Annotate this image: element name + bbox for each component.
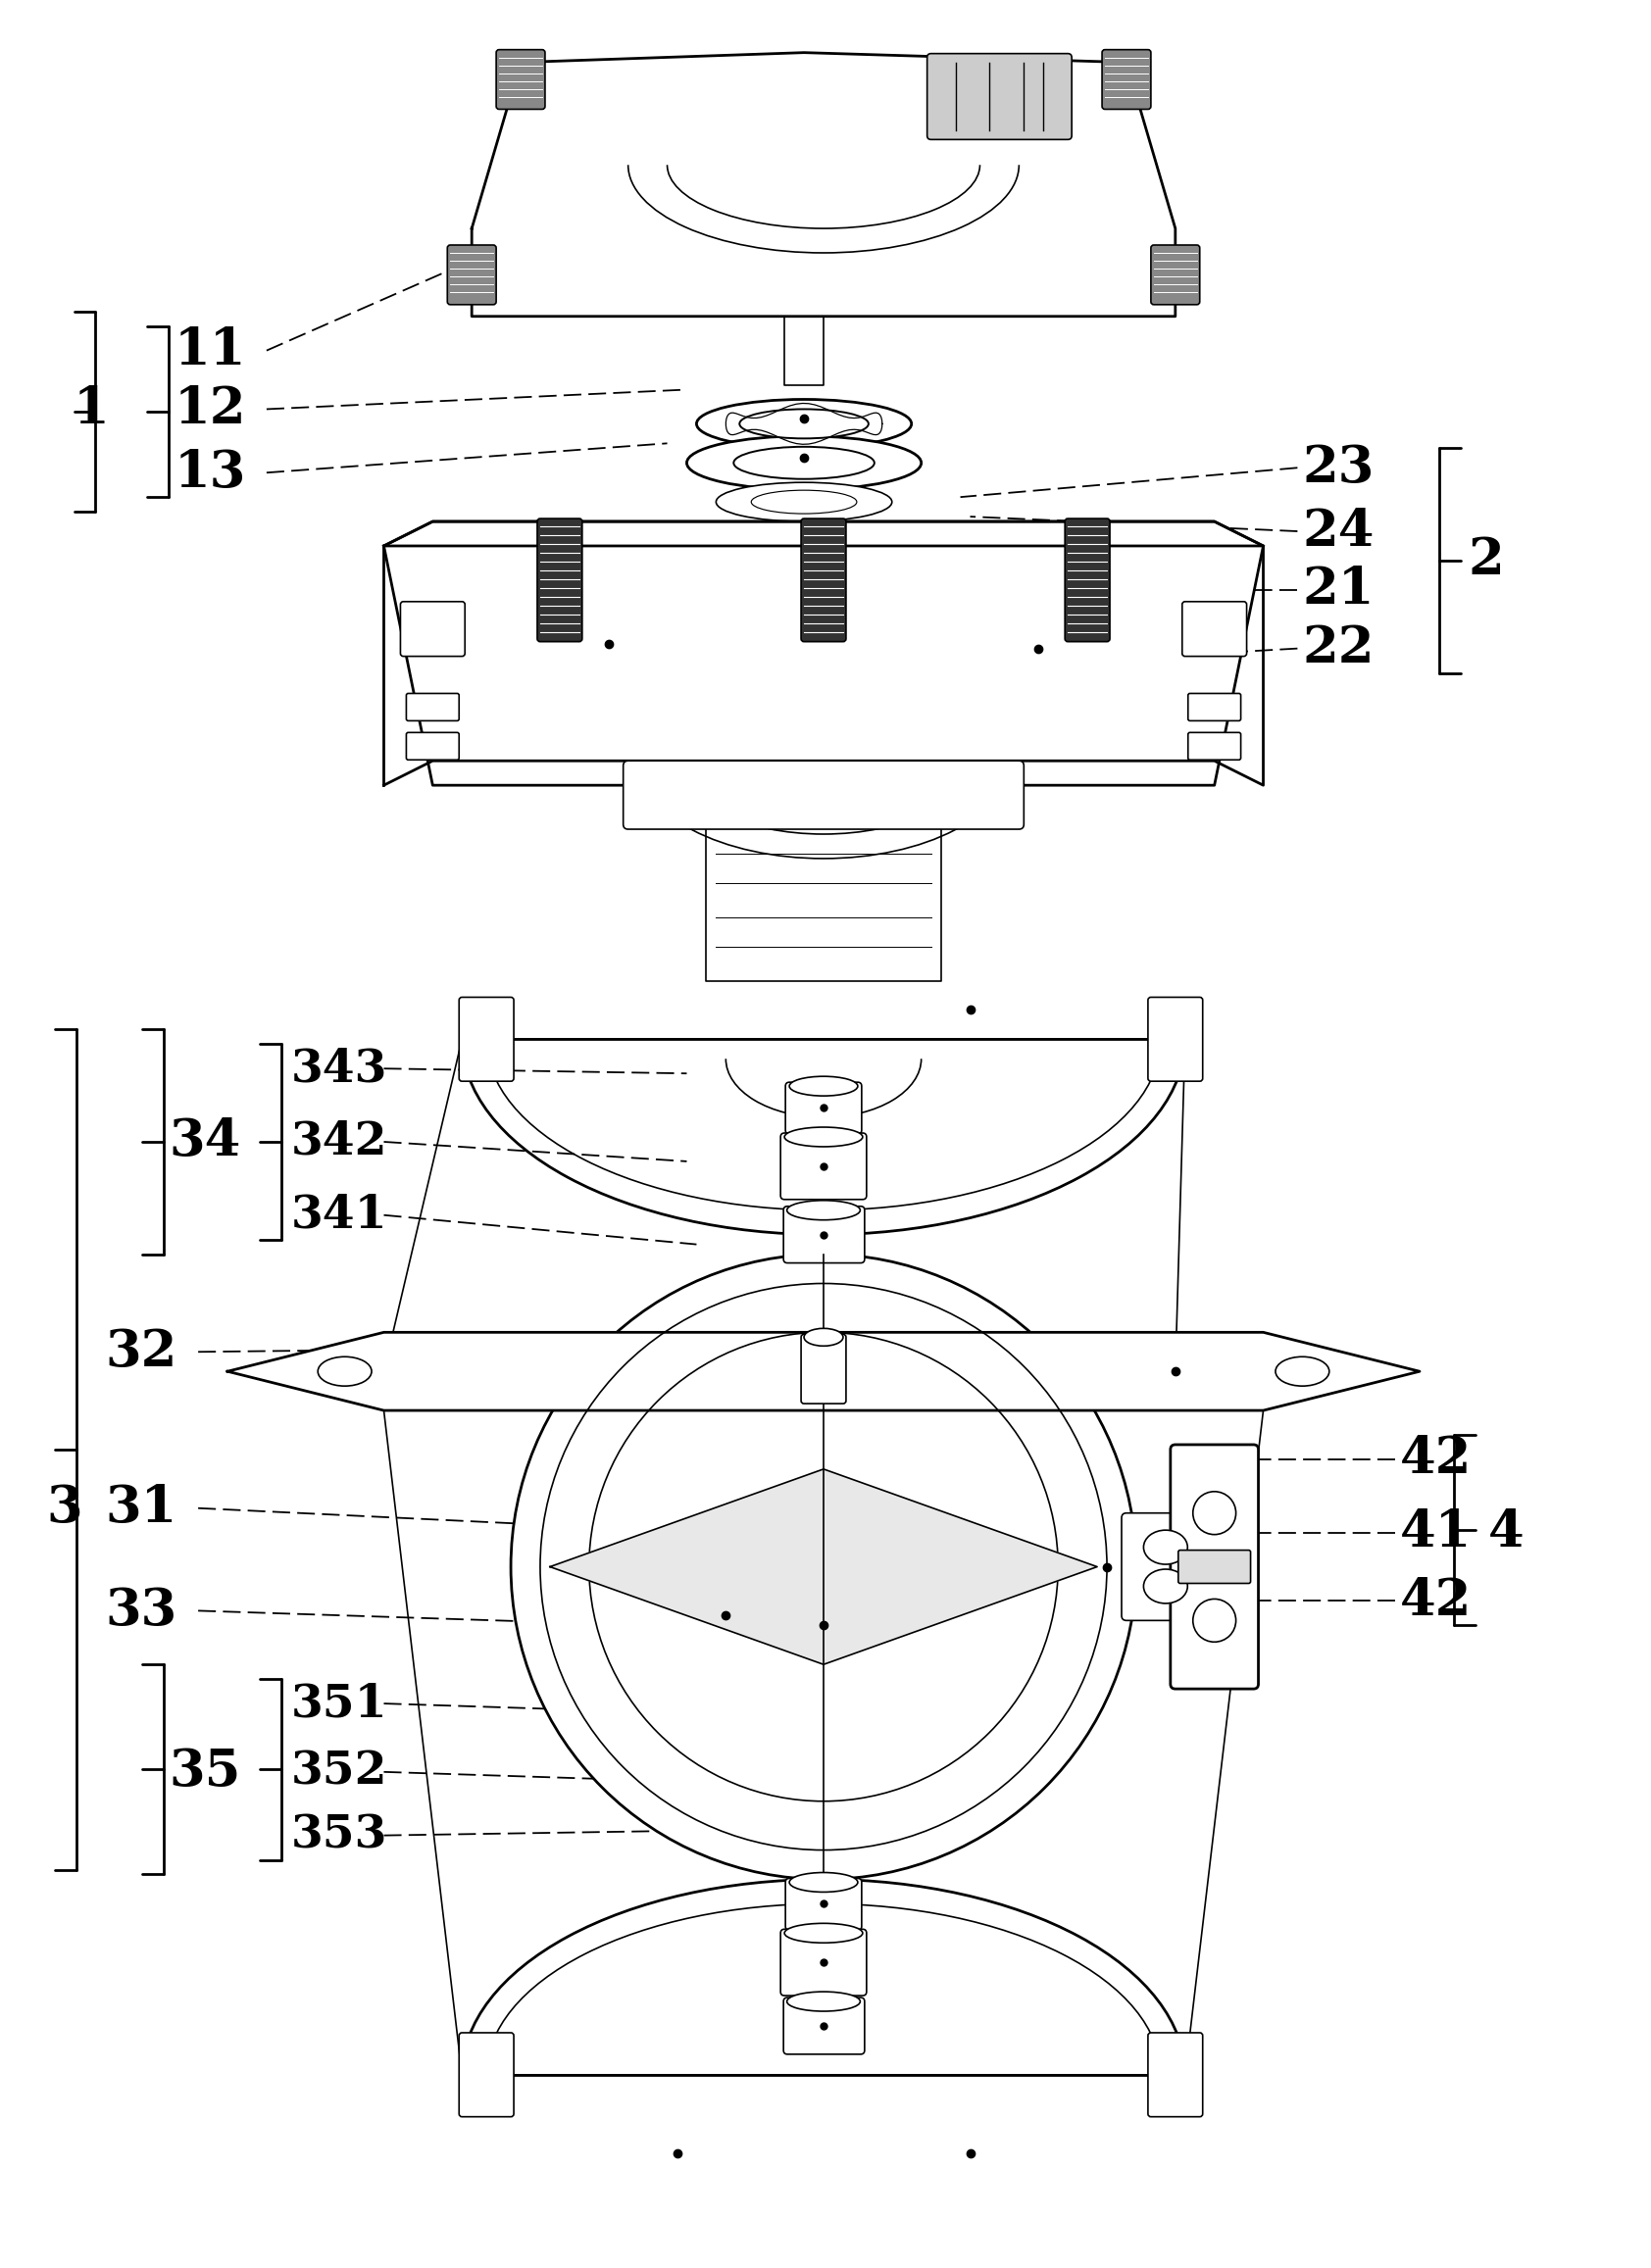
FancyBboxPatch shape: [1179, 1549, 1250, 1583]
Text: 34: 34: [168, 1116, 241, 1166]
Polygon shape: [764, 365, 844, 386]
FancyBboxPatch shape: [497, 50, 545, 109]
FancyBboxPatch shape: [1121, 1513, 1210, 1622]
FancyBboxPatch shape: [801, 1334, 845, 1404]
FancyBboxPatch shape: [1189, 694, 1242, 721]
Ellipse shape: [687, 435, 921, 490]
Ellipse shape: [804, 1329, 844, 1345]
Text: 1: 1: [73, 383, 109, 433]
FancyBboxPatch shape: [1101, 50, 1151, 109]
FancyBboxPatch shape: [784, 1998, 865, 2055]
FancyBboxPatch shape: [406, 694, 459, 721]
Polygon shape: [228, 1331, 1420, 1411]
FancyBboxPatch shape: [447, 245, 497, 304]
FancyBboxPatch shape: [1182, 601, 1247, 655]
Ellipse shape: [784, 1127, 862, 1148]
Polygon shape: [472, 52, 1176, 315]
Polygon shape: [707, 823, 941, 980]
Text: 353: 353: [291, 1812, 388, 1857]
Circle shape: [510, 1254, 1136, 1880]
Ellipse shape: [788, 1991, 860, 2012]
FancyBboxPatch shape: [786, 1082, 862, 1134]
Ellipse shape: [733, 447, 875, 479]
Text: 31: 31: [106, 1483, 177, 1533]
FancyBboxPatch shape: [1147, 998, 1202, 1082]
Text: 2: 2: [1468, 535, 1504, 585]
Text: 11: 11: [173, 327, 246, 376]
Ellipse shape: [1144, 1569, 1187, 1603]
Text: 4: 4: [1488, 1508, 1524, 1558]
Circle shape: [1194, 1492, 1237, 1535]
Ellipse shape: [717, 483, 892, 522]
FancyBboxPatch shape: [781, 1134, 867, 1200]
Text: 343: 343: [291, 1046, 388, 1091]
Text: 42: 42: [1400, 1433, 1473, 1483]
FancyBboxPatch shape: [1171, 1445, 1258, 1690]
Text: 42: 42: [1400, 1576, 1473, 1626]
Text: 32: 32: [106, 1327, 177, 1377]
Ellipse shape: [751, 490, 857, 513]
Text: 23: 23: [1303, 442, 1374, 492]
Text: 3: 3: [46, 1483, 83, 1533]
FancyBboxPatch shape: [406, 733, 459, 760]
FancyBboxPatch shape: [1189, 733, 1242, 760]
Polygon shape: [383, 522, 1263, 785]
Ellipse shape: [740, 408, 868, 438]
FancyBboxPatch shape: [784, 1207, 865, 1263]
FancyBboxPatch shape: [928, 54, 1071, 141]
FancyBboxPatch shape: [1147, 2032, 1202, 2116]
FancyBboxPatch shape: [459, 998, 513, 1082]
Ellipse shape: [784, 1923, 862, 1944]
FancyBboxPatch shape: [781, 1930, 867, 1996]
Text: 35: 35: [168, 1746, 241, 1796]
Text: 41: 41: [1400, 1508, 1473, 1558]
FancyBboxPatch shape: [1065, 519, 1109, 642]
FancyBboxPatch shape: [459, 2032, 513, 2116]
Ellipse shape: [1276, 1356, 1329, 1386]
FancyBboxPatch shape: [622, 760, 1024, 830]
Ellipse shape: [319, 1356, 371, 1386]
FancyBboxPatch shape: [1151, 245, 1200, 304]
Text: 12: 12: [173, 383, 246, 433]
Text: 21: 21: [1303, 565, 1374, 615]
Ellipse shape: [788, 1200, 860, 1220]
FancyBboxPatch shape: [786, 1878, 862, 1930]
FancyBboxPatch shape: [801, 519, 845, 642]
Text: 24: 24: [1303, 506, 1374, 556]
FancyBboxPatch shape: [537, 519, 583, 642]
Text: 13: 13: [173, 447, 246, 497]
Ellipse shape: [1144, 1531, 1187, 1565]
Text: 341: 341: [291, 1193, 388, 1238]
Text: 342: 342: [291, 1120, 388, 1163]
Text: 33: 33: [106, 1585, 177, 1635]
FancyBboxPatch shape: [401, 601, 466, 655]
Ellipse shape: [789, 1077, 859, 1095]
Circle shape: [1194, 1599, 1237, 1642]
Polygon shape: [550, 1470, 1098, 1665]
Ellipse shape: [697, 399, 911, 449]
Text: 22: 22: [1303, 624, 1374, 674]
Text: 352: 352: [291, 1749, 388, 1794]
Text: 351: 351: [291, 1681, 388, 1726]
Ellipse shape: [789, 1873, 859, 1892]
